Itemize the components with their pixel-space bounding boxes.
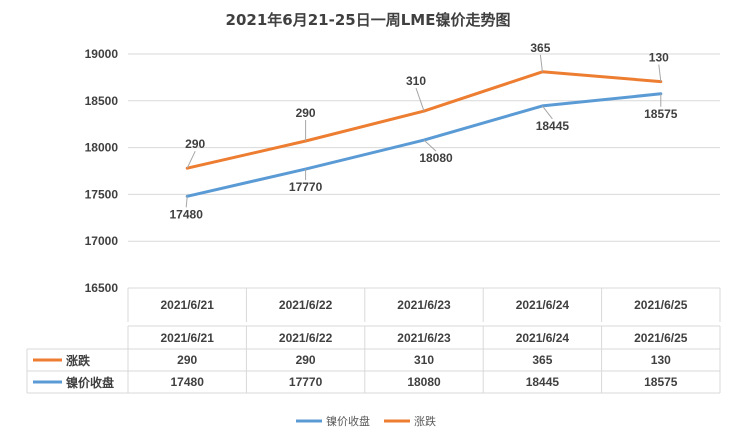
legend: 镍价收盘 涨跌 xyxy=(296,414,436,428)
table-cell: 18575 xyxy=(644,375,678,389)
table-row-header: 涨跌 xyxy=(66,353,91,368)
y-tick-label: 18500 xyxy=(85,94,119,108)
data-labels: 17480 17770 18080 18445 18575 290 290 310 365 130 xyxy=(170,41,678,221)
x-tick-label: 2021/6/24 xyxy=(516,298,570,312)
y-tick-label: 18000 xyxy=(85,141,119,155)
table-cell: 17770 xyxy=(289,375,323,389)
table-cell: 310 xyxy=(414,353,434,367)
data-label: 18445 xyxy=(536,119,570,133)
data-label: 18575 xyxy=(644,107,678,121)
data-label: 18080 xyxy=(419,151,453,165)
y-tick-label: 19000 xyxy=(85,47,119,61)
table-header-cell: 2021/6/22 xyxy=(279,331,333,345)
leader-line xyxy=(423,139,437,152)
table-row-header: 镍价收盘 xyxy=(66,375,114,390)
data-label: 17480 xyxy=(170,207,204,221)
y-tick-label: 17000 xyxy=(85,234,119,248)
table-header-cell: 2021/6/24 xyxy=(516,331,570,345)
table-header-cell: 2021/6/25 xyxy=(634,331,688,345)
data-label: 290 xyxy=(296,106,316,120)
table-cell: 290 xyxy=(177,353,197,367)
table-header-cell: 2021/6/23 xyxy=(397,331,451,345)
data-table: 2021/6/21 2021/6/22 2021/6/23 2021/6/24 2021… xyxy=(26,325,721,394)
series-line-close-price xyxy=(185,92,663,198)
x-tick-label: 2021/6/21 xyxy=(161,298,215,312)
table-cell: 365 xyxy=(532,353,552,367)
series-line-change xyxy=(185,70,663,170)
table-cell: 17480 xyxy=(171,375,205,389)
data-label: 130 xyxy=(649,51,669,65)
grid-layer: 19000 18500 18000 17500 17000 16500 2021/6/21 2… xyxy=(85,47,721,322)
y-tick-label: 16500 xyxy=(85,281,119,295)
leader-line xyxy=(542,105,553,120)
x-tick-label: 2021/6/23 xyxy=(397,298,451,312)
x-tick-label: 2021/6/22 xyxy=(279,298,333,312)
leader-line xyxy=(539,54,543,72)
leader-line xyxy=(186,150,196,169)
y-tick-label: 17500 xyxy=(85,187,119,201)
table-cell: 130 xyxy=(651,353,671,367)
table-cell: 18445 xyxy=(526,375,560,389)
data-label: 310 xyxy=(406,74,426,88)
legend-label: 涨跌 xyxy=(414,414,436,428)
series-layer xyxy=(185,70,663,198)
data-label: 365 xyxy=(530,41,550,55)
leader-line xyxy=(415,87,425,112)
table-cell: 18080 xyxy=(407,375,441,389)
data-label: 290 xyxy=(185,137,205,151)
leader-line xyxy=(185,196,188,208)
chart-title: 2021年6月21-25日一周LME镍价走势图 xyxy=(226,11,511,29)
data-label: 17770 xyxy=(289,180,323,194)
x-tick-label: 2021/6/25 xyxy=(634,298,688,312)
table-cell: 290 xyxy=(296,353,316,367)
legend-label: 镍价收盘 xyxy=(326,414,370,428)
leader-line xyxy=(658,64,662,82)
table-header-cell: 2021/6/21 xyxy=(161,331,215,345)
